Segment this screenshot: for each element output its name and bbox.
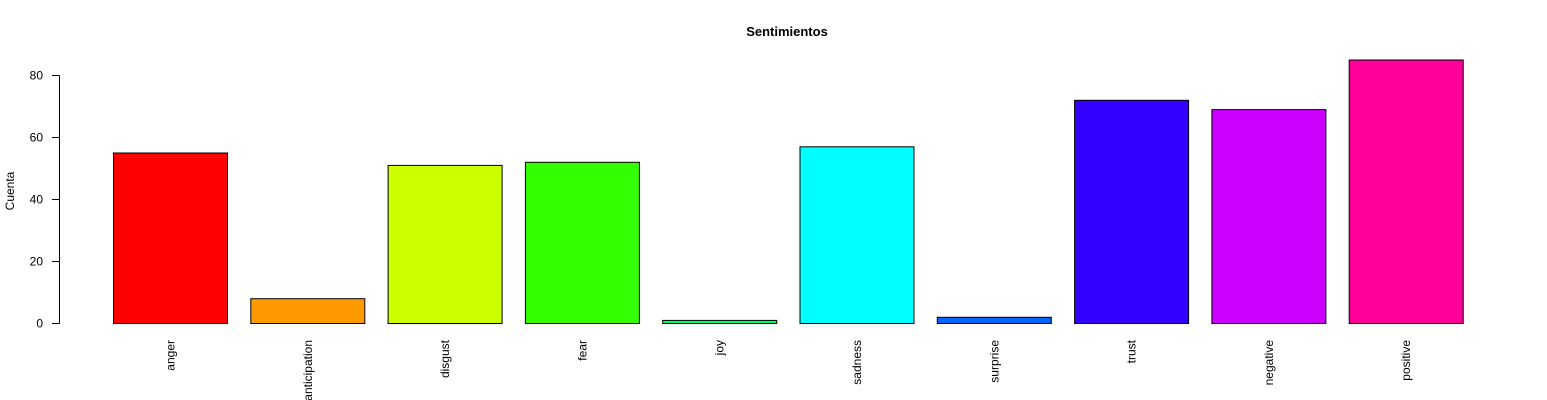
y-tick-label: 20 bbox=[30, 255, 44, 269]
x-tick-label: disgust bbox=[438, 339, 452, 378]
y-tick-label: 80 bbox=[30, 69, 44, 83]
x-tick-label: trust bbox=[1125, 339, 1139, 363]
y-tick-label: 60 bbox=[30, 131, 44, 145]
x-tick-label: negative bbox=[1262, 340, 1276, 386]
y-tick-label: 40 bbox=[30, 193, 44, 207]
x-tick-label: anger bbox=[164, 340, 178, 371]
y-axis: 0 20 40 60 80 bbox=[30, 69, 60, 331]
bar-sadness bbox=[799, 146, 915, 324]
bar-fear bbox=[524, 161, 640, 324]
y-axis-label: Cuenta bbox=[3, 171, 17, 210]
bars bbox=[113, 59, 1464, 325]
x-tick-label: anticipation bbox=[301, 340, 315, 400]
bar-trust bbox=[1074, 99, 1190, 324]
x-tick-label: fear bbox=[575, 340, 589, 361]
bar-anticipation bbox=[250, 298, 366, 325]
x-tick-label: joy bbox=[713, 340, 727, 356]
bar-positive bbox=[1348, 59, 1464, 324]
chart-title: Sentimientos bbox=[746, 24, 828, 39]
bar-joy bbox=[662, 319, 778, 324]
x-tick-label: positive bbox=[1399, 340, 1413, 381]
bar-disgust bbox=[387, 164, 503, 324]
bar-anger bbox=[113, 152, 228, 324]
y-tick-label: 0 bbox=[36, 317, 43, 331]
x-axis-labels: anger anticipation disgust fear joy sadness su… bbox=[164, 339, 1414, 400]
bar-negative bbox=[1211, 109, 1327, 324]
x-tick-label: surprise bbox=[987, 340, 1001, 383]
bar-surprise bbox=[936, 316, 1052, 324]
x-tick-label: sadness bbox=[850, 340, 864, 385]
